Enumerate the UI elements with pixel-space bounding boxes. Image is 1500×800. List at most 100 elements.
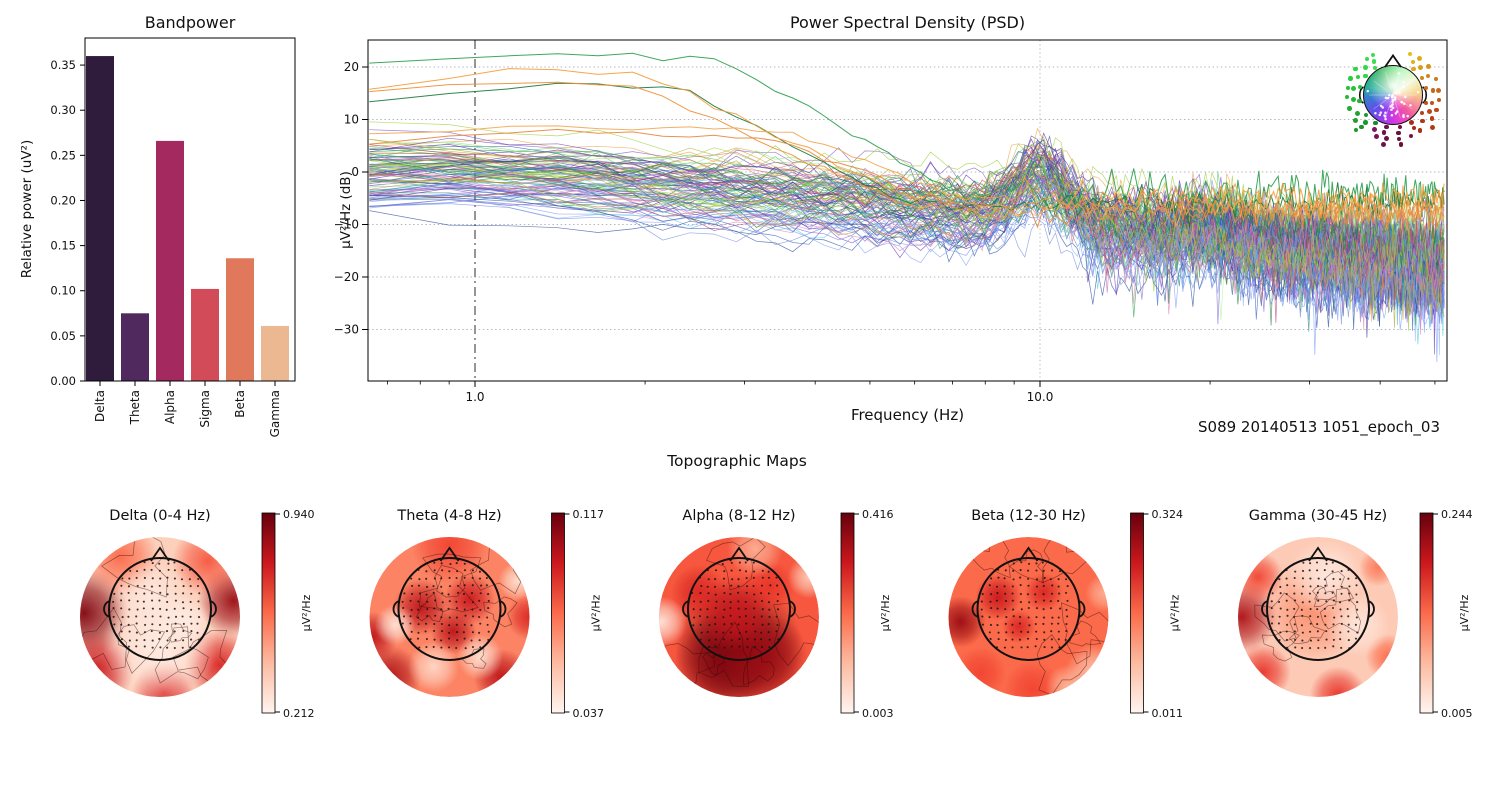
psd-trace: [369, 170, 1445, 309]
left-ear-icon: [392, 600, 400, 618]
sensor-legend-dot: [1407, 51, 1412, 56]
bandpower-ylabel: Relative power (uV²): [19, 139, 35, 279]
sensor-legend-dot: [1363, 120, 1368, 125]
psd-traces: [369, 52, 1445, 363]
psd-xtick: 1.0: [465, 390, 484, 404]
psd-trace: [369, 164, 1445, 279]
sensor-legend-dot: [1350, 96, 1356, 102]
bandpower-ytick: 0.30: [50, 103, 76, 117]
sensor-legend-dot: [1396, 130, 1401, 136]
sensor-legend-dot: [1434, 107, 1439, 113]
sensor-legend-dot: [1430, 101, 1435, 106]
sensor-legend-dot: [1430, 124, 1436, 130]
sensor-legend-dot: [1398, 142, 1404, 147]
colorbar-vmax: 0.416: [862, 508, 894, 521]
sensor-legend-dot: [1351, 86, 1357, 92]
colorbar-unit-label: µV²/Hz: [1458, 594, 1471, 631]
colorbar-vmin: 0.003: [862, 707, 894, 720]
sensor-legend-dot: [1408, 133, 1413, 138]
bandpower-panel: 0.00 0.05 0.10 0.15 0.20 0.25 0.30 0.35 Delta The…: [50, 37, 296, 437]
bandpower-xtick: Delta: [93, 390, 107, 422]
sensor-legend-dot: [1426, 108, 1432, 114]
nose-icon: [1018, 546, 1039, 562]
colorbar: [551, 512, 565, 714]
colorbar-vmax: 0.244: [1441, 508, 1473, 521]
topomap-band-title: Delta (0-4 Hz): [109, 508, 210, 524]
sensor-legend-dot: [1359, 125, 1364, 130]
sensor-legend-dot: [1382, 130, 1387, 135]
sensor-legend-dot: [1384, 136, 1390, 142]
colorbar-unit-label: µV²/Hz: [300, 594, 313, 631]
sensor-legend-dot: [1426, 64, 1431, 70]
topomap-band-title: Beta (12-30 Hz): [971, 508, 1086, 524]
right-ear-icon: [209, 600, 217, 618]
legend-head-outline: [1358, 53, 1428, 121]
nose-icon: [1384, 53, 1402, 68]
sensor-legend-dot: [1381, 141, 1387, 147]
right-ear-icon: [788, 600, 796, 618]
sensor-color-legend: [1339, 40, 1449, 150]
sensor-legend-dot: [1372, 126, 1378, 132]
sensor-legend-dot: [1355, 110, 1361, 116]
sensor-legend-dot: [1408, 119, 1415, 125]
sensor-legend-dot: [1373, 120, 1379, 126]
colorbar-unit-label: µV²/Hz: [590, 594, 603, 631]
sensor-legend-dot: [1411, 59, 1416, 64]
sensor-legend-dot: [1398, 124, 1403, 129]
psd-xtick: 10.0: [1027, 390, 1054, 404]
sensor-legend-dot: [1346, 106, 1352, 112]
bandpower-bar-beta: [226, 258, 254, 381]
right-ear-icon: [499, 600, 507, 618]
sensor-legend-dot: [1419, 75, 1425, 81]
colorbar-vmin: 0.212: [283, 707, 315, 720]
bandpower-ytick: 0.25: [50, 148, 76, 162]
sensor-legend-dot: [1348, 76, 1353, 81]
sensor-legend-dot: [1417, 56, 1423, 62]
psd-ytick: 20: [344, 60, 359, 74]
psd-xlabel: Frequency (Hz): [850, 406, 965, 424]
head-outline: [397, 557, 502, 661]
colorbar: [1419, 512, 1434, 714]
psd-ytick: 10: [344, 113, 359, 127]
bandpower-ytick: 0.15: [50, 239, 76, 253]
right-ear-icon: [1078, 600, 1086, 618]
sensor-legend-dot: [1430, 88, 1435, 93]
sensor-legend-dot: [1411, 66, 1416, 72]
psd-trace: [369, 203, 1445, 325]
colorbar: [1130, 512, 1144, 714]
nose-icon: [729, 546, 749, 562]
bandpower-xtick: Theta: [128, 390, 142, 425]
topomaps-section-title: Topographic Maps: [667, 452, 807, 470]
colorbar-vmax: 0.117: [573, 508, 605, 521]
bandpower-xtick: Alpha: [163, 390, 177, 424]
sensor-legend-dot: [1344, 94, 1350, 100]
topomap-theta: Theta (4-8 Hz) 0.117 0.037 µV²/Hz: [369, 508, 605, 720]
topomap-band-title: Alpha (8-12 Hz): [682, 508, 795, 524]
bandpower-bar-delta: [86, 56, 114, 381]
psd-outlier-trace: [369, 128, 1445, 230]
sensor-legend-dot: [1423, 101, 1428, 106]
sensor-legend-dot: [1353, 118, 1358, 124]
bandpower-bar-alpha: [156, 140, 184, 381]
nose-icon: [1308, 546, 1328, 562]
topomap-alpha: Alpha (8-12 Hz) 0.416 0.003 µV²/Hz: [659, 508, 894, 720]
sensor-legend-dot: [1372, 65, 1377, 70]
head-outline: [108, 557, 212, 661]
psd-ytick: −30: [334, 323, 359, 337]
head-outline: [1266, 557, 1370, 661]
psd-outlier-trace: [369, 68, 1445, 216]
psd-outlier-trace: [369, 125, 1445, 228]
bandpower-title: Bandpower: [144, 13, 236, 32]
bandpower-xtick: Beta: [233, 390, 247, 418]
colorbar-vmax: 0.324: [1152, 508, 1184, 521]
recording-id-annotation: S089 20140513 1051_epoch_03: [1198, 418, 1440, 436]
colorbar: [840, 512, 855, 714]
sensor-legend-dot: [1363, 64, 1368, 70]
left-ear-icon: [103, 600, 111, 618]
nose-icon: [439, 546, 460, 562]
sensor-legend-dot: [1436, 98, 1441, 103]
sensor-legend-dot: [1373, 133, 1379, 139]
colorbar-unit-label: µV²/Hz: [879, 594, 892, 631]
sensor-legend-dot: [1362, 73, 1368, 79]
